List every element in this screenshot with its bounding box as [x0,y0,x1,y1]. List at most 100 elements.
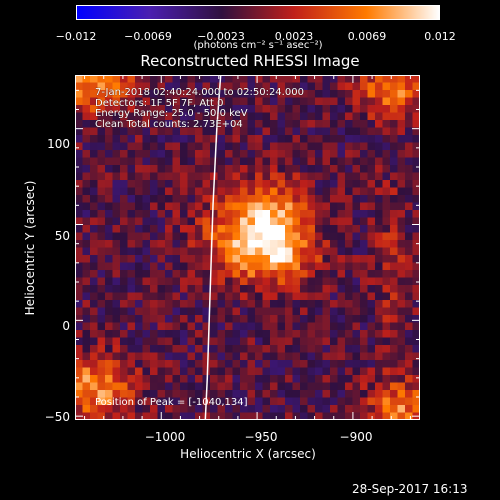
heatmap-cell [405,367,414,376]
heatmap-cell [75,240,84,249]
heatmap-cell [292,240,301,249]
heatmap-cell [352,262,361,271]
heatmap-cell [330,345,339,354]
heatmap-cell [210,247,219,256]
heatmap-cell [292,337,301,346]
heatmap-cell [135,172,144,181]
heatmap-cell [360,172,369,181]
heatmap-cell [412,127,420,136]
heatmap-cell [375,150,384,159]
heatmap-cell [105,352,114,361]
heatmap-cell [217,105,226,114]
heatmap-cell [90,292,99,301]
heatmap-cell [367,270,376,279]
heatmap-cell [412,360,420,369]
heatmap-cell [112,247,121,256]
heatmap-cell [142,247,151,256]
heatmap-cell [142,157,151,166]
heatmap-cell [330,337,339,346]
y-tick-label: 0 [62,319,70,333]
heatmap-cell [240,285,249,294]
heatmap-cell [210,412,219,420]
heatmap-cell [285,390,294,399]
heatmap-cell [187,285,196,294]
heatmap-cell [300,352,309,361]
heatmap-cell [135,285,144,294]
heatmap-cell [337,75,346,84]
heatmap-cell [292,292,301,301]
heatmap-cell [345,150,354,159]
heatmap-cell [285,247,294,256]
heatmap-cell [75,247,84,256]
heatmap-cell [90,195,99,204]
heatmap-cell [180,285,189,294]
heatmap-cell [150,277,159,286]
heatmap-cell [277,172,286,181]
heatmap-cell [157,142,166,151]
heatmap-cell [315,97,324,106]
heatmap-cell [105,202,114,211]
heatmap-cell [277,187,286,196]
heatmap-cell [352,90,361,99]
heatmap-cell [285,412,294,420]
heatmap-cell [120,82,129,91]
heatmap-cell [367,105,376,114]
heatmap-cell [195,397,204,406]
heatmap-cell [172,397,181,406]
heatmap-cell [172,247,181,256]
heatmap-cell [150,352,159,361]
heatmap-cell [225,112,234,121]
heatmap-cell [232,322,241,331]
heatmap-cell [120,337,129,346]
heatmap-cell [270,322,279,331]
heatmap-cell [247,112,256,121]
heatmap-cell [82,397,91,406]
heatmap-cell [210,360,219,369]
heatmap-cell [255,390,264,399]
heatmap-cell [262,150,271,159]
heatmap-cell [337,157,346,166]
heatmap-cell [157,397,166,406]
heatmap-cell [127,405,136,414]
heatmap-cell [142,412,151,420]
heatmap-cell [225,322,234,331]
heatmap-cell [352,225,361,234]
heatmap-cell [262,360,271,369]
heatmap-cell [285,157,294,166]
heatmap-cell [75,367,84,376]
heatmap-cell [187,337,196,346]
heatmap-cell [360,322,369,331]
heatmap-cell [345,112,354,121]
heatmap-cell [172,195,181,204]
heatmap-cell [217,270,226,279]
heatmap-cell [135,105,144,114]
heatmap-cell [210,82,219,91]
heatmap-cell [285,150,294,159]
heatmap-cell [247,352,256,361]
heatmap-cell [397,112,406,121]
heatmap-cell [270,270,279,279]
heatmap-cell [285,90,294,99]
heatmap-cell [210,157,219,166]
heatmap-cell [315,217,324,226]
heatmap-cell [405,225,414,234]
heatmap-cell [390,285,399,294]
heatmap-cell [157,105,166,114]
heatmap-cell [292,210,301,219]
heatmap-cell [300,187,309,196]
heatmap-cell [210,232,219,241]
heatmap-cell [75,262,84,271]
heatmap-cell [405,270,414,279]
heatmap-cell [135,210,144,219]
heatmap-cell [292,412,301,420]
heatmap-cell [337,210,346,219]
heatmap-cell [322,97,331,106]
heatmap-cell [127,315,136,324]
heatmap-cell [352,345,361,354]
heatmap-cell [382,150,391,159]
heatmap-cell [322,390,331,399]
heatmap-cell [187,225,196,234]
heatmap-cell [150,240,159,249]
heatmap-cell [345,412,354,420]
heatmap-cell [390,307,399,316]
